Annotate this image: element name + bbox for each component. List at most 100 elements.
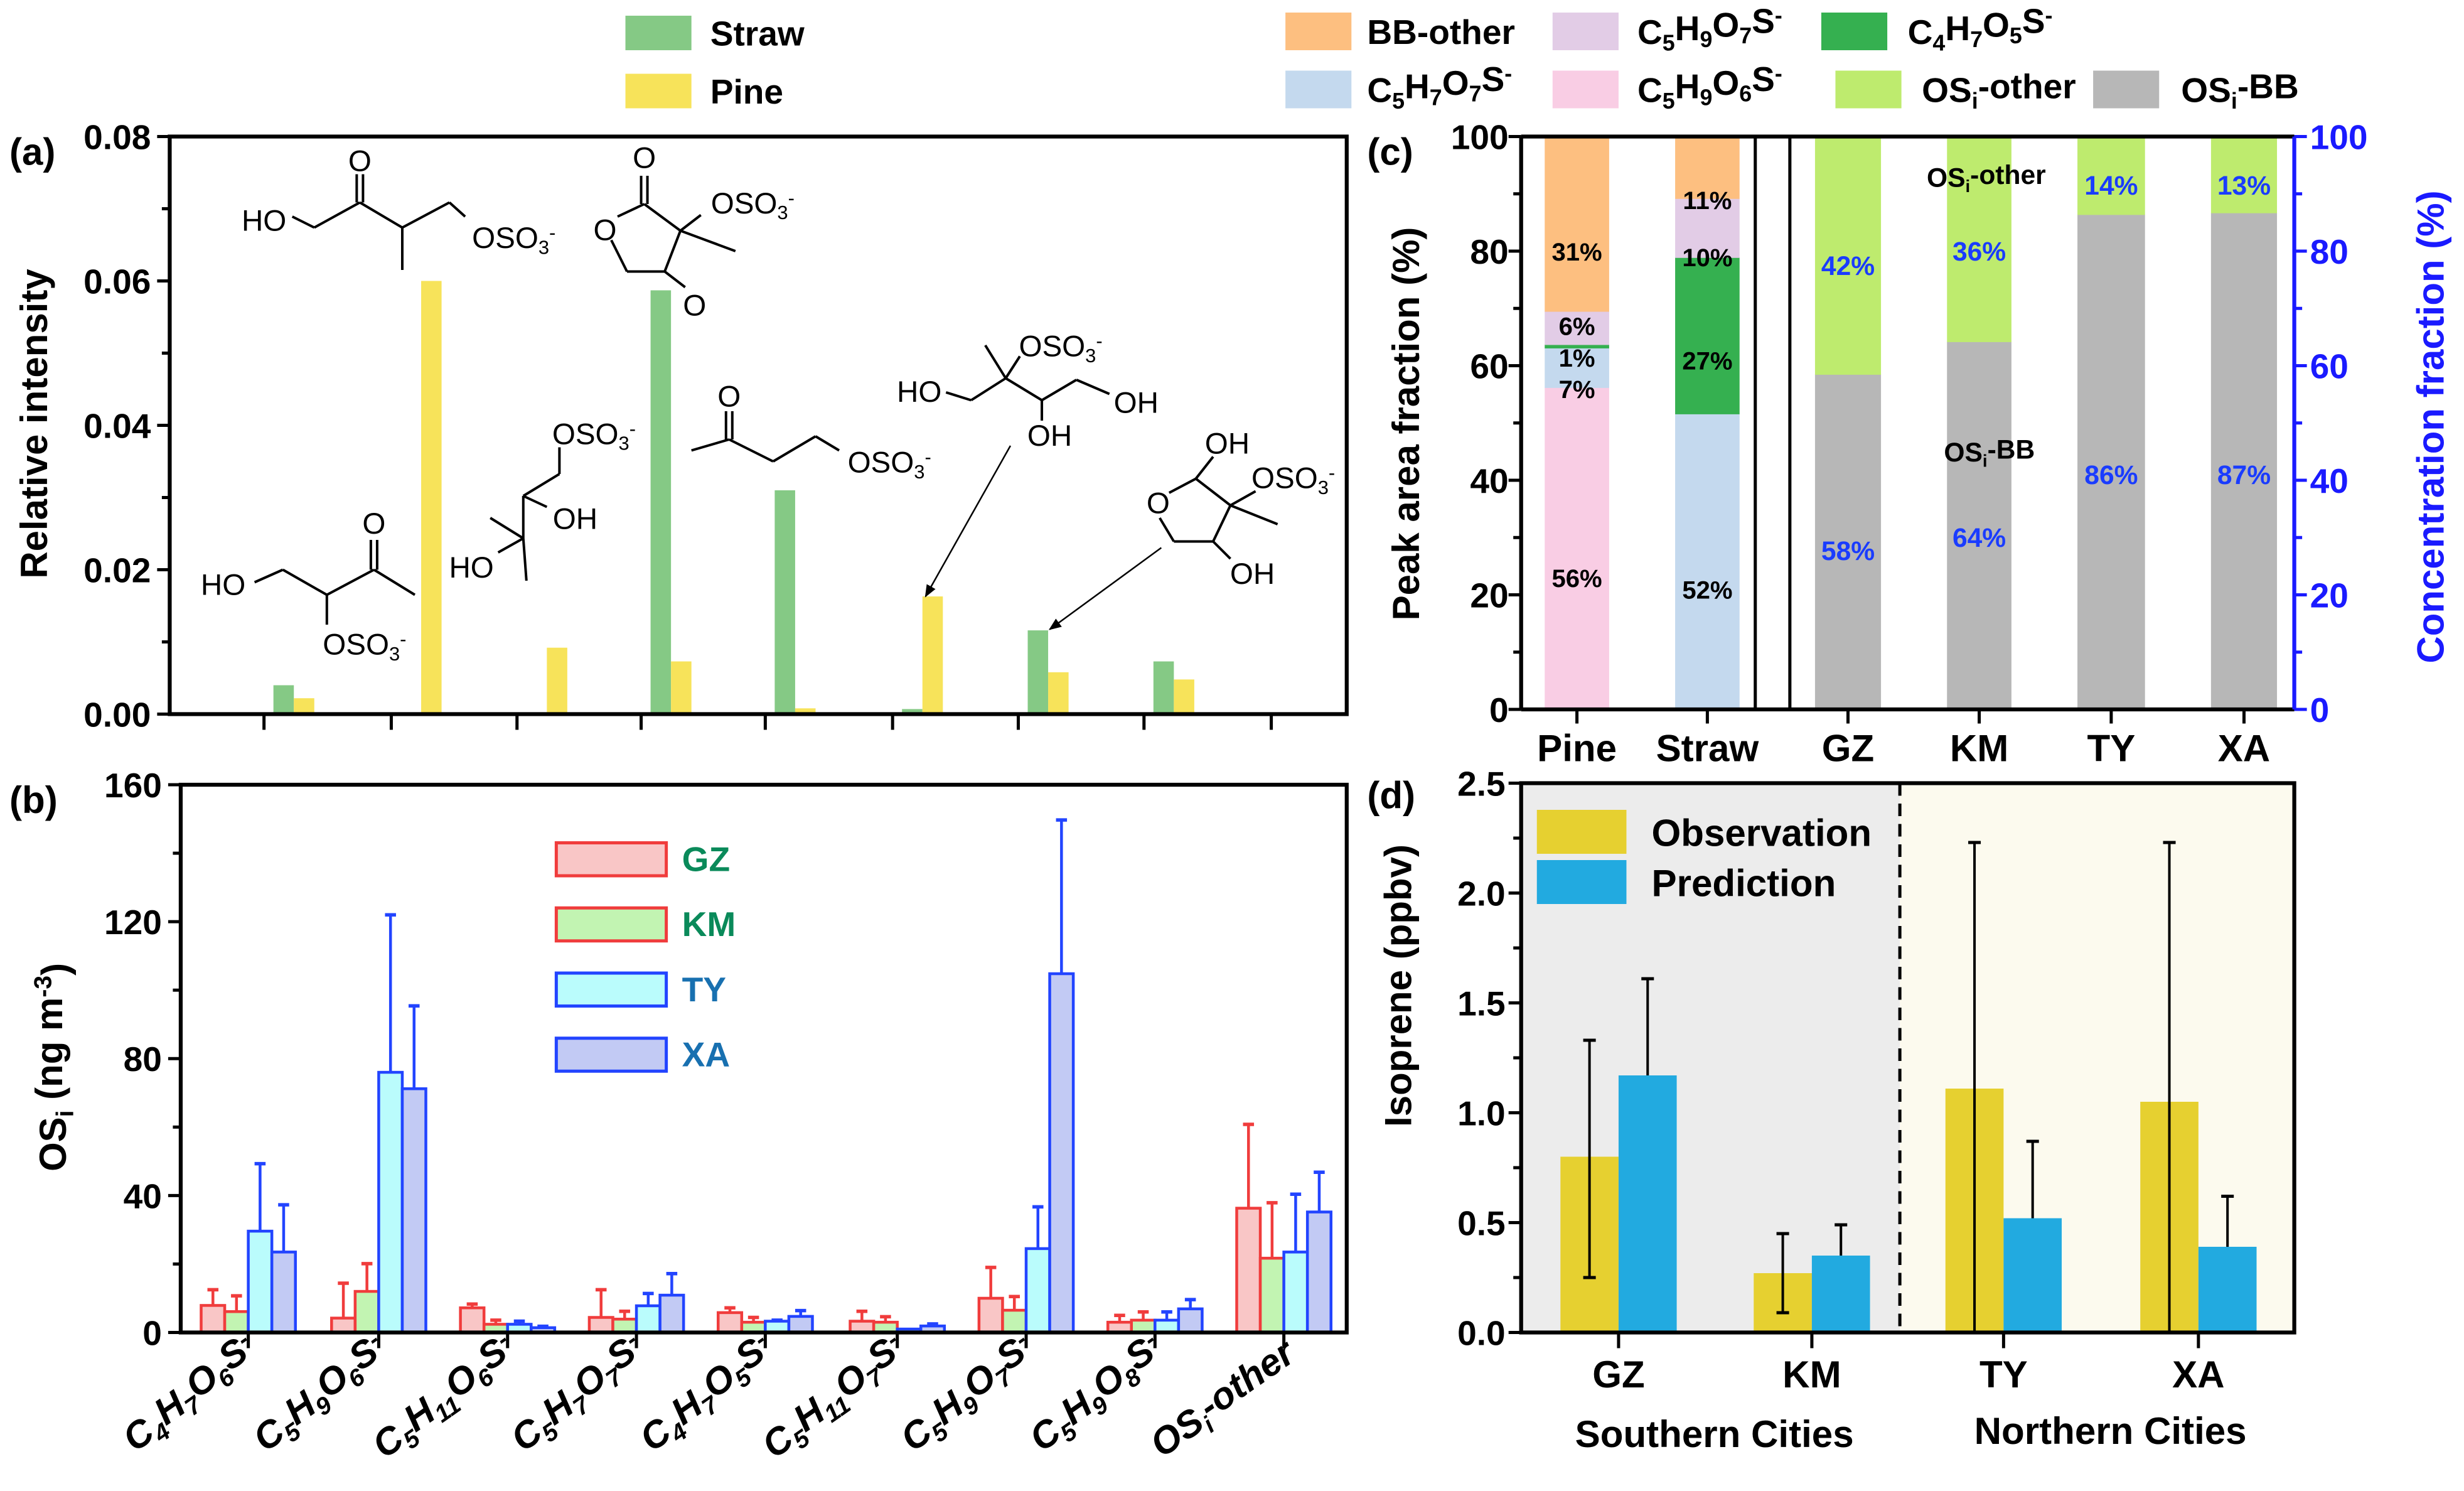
formula-text: OS [1927,163,1965,193]
structure-label: OSO3- [472,222,555,258]
bond-line [1212,505,1232,542]
bar-gz-1 [330,1316,357,1334]
ytick-label-right-c: 100 [2310,118,2368,157]
ytick-label-d: 0.5 [1457,1204,1506,1243]
xtick-label-d: TY [1979,1354,2028,1396]
stack-segment-km-0 [1947,342,2011,710]
bond-line [359,201,404,229]
bond-line [522,495,548,509]
superscript: - [629,418,636,440]
stack-segment-km-1 [1947,136,2011,342]
bar-straw-7 [1153,661,1174,714]
formula-text: O [1712,63,1739,102]
bond-line [1168,477,1197,494]
formula-text: -BB [2237,67,2299,106]
bond-line [984,344,1007,379]
y-axis-title-c: Peak area fraction (%) [1385,227,1427,621]
bond-line [291,215,315,229]
percent-label: 64% [1952,523,2006,553]
structure-label: OH [1114,387,1159,420]
bar-xa-1 [400,1087,427,1334]
chemical-structure-2: HO O OSO3- [201,507,416,665]
structure-label: O [362,507,385,541]
ytick-label-b: 120 [104,903,162,942]
plot-frame-a [168,134,1349,716]
ytick-label-c: 60 [1470,347,1508,386]
percent-label: 86% [2084,460,2138,490]
formula-text: S [1481,60,1504,99]
structure-label: HO [897,375,941,409]
subscript: 3 [777,202,788,223]
percent-label: 11% [1683,187,1732,215]
annotation-osi-other: OSi-other [1927,160,2046,196]
subscript: 5 [1663,89,1675,114]
xtick-label-b: C5H11O7S- [747,1325,920,1470]
subscript: 3 [389,643,400,665]
legend-swatch-2 [1821,13,1888,50]
structure-label: HO [449,551,493,584]
panel-label-b: (b) [9,779,58,821]
percent-label: 56% [1552,565,1602,593]
formula-text: HO [449,551,493,584]
bar-xa-3 [658,1293,685,1334]
stack-segment-ty-0 [2077,214,2145,710]
chemical-structure-4: O OSO3- [691,380,931,483]
superscript: - [1775,3,1782,28]
bond-line [1041,379,1078,402]
bond-line [691,438,730,452]
structure-label: HO [201,569,245,602]
subscript: 9 [1700,27,1712,52]
formula-text: -other [1970,160,2046,190]
stack-segment-xa-1 [2210,136,2278,213]
stack-segment-xa-0 [2210,212,2278,710]
percent-label: 27% [1682,347,1732,375]
subscript: 7 [1469,82,1482,107]
stack-segment-pine-2 [1545,344,1609,348]
formula-text: OSO [711,187,778,220]
bar-prediction-km [1811,1256,1870,1333]
ytick-label-b: 40 [124,1176,162,1215]
ytick-label-c: 100 [1451,118,1509,157]
bond-line [815,435,840,452]
formula-text: O [717,380,741,414]
structure-label: OH [1027,419,1072,453]
legend-swatch-prediction [1536,860,1627,904]
bond-line [1159,517,1176,542]
stack-segment-pine-0 [1545,387,1609,710]
legend-label-c-5: OSi-other [1922,67,2076,114]
formula-text: OSO [1019,330,1085,363]
percent-label: 36% [1952,237,2006,267]
stack-segment-pine-3 [1545,311,1609,345]
bar-straw-4 [774,490,795,714]
subscript: 9 [1700,85,1712,110]
stack-segment-straw-3 [1675,136,1740,199]
xtick-label-b: C4H7O6S- [109,1325,272,1463]
superscript: - [400,628,406,650]
formula-text: H [1405,67,1430,106]
xtick-label-c: Pine [1537,728,1617,770]
ytick-label-right-c: 80 [2310,232,2349,271]
ytick-label-a: 0.04 [83,407,151,446]
group-label-southern: Southern Cities [1575,1413,1854,1455]
bar-xa-0 [270,1251,297,1334]
structure-label: OSO3- [711,187,795,223]
legend-label-xa: XA [682,1035,731,1074]
bar-xa-4 [787,1315,814,1334]
formula-text: OH [1027,419,1072,453]
formula-text: OS [32,1117,74,1171]
bar-gz-4 [716,1311,744,1334]
formula-text: BB-other [1367,13,1515,51]
bond-line [617,203,645,218]
subscript: 3 [619,433,629,455]
stack-segment-pine-4 [1545,136,1609,312]
structure-label: O [348,145,372,178]
bar-km-1 [353,1289,380,1334]
bar-gz-0 [200,1304,227,1334]
formula-text: H [1675,67,1700,106]
ytick-label-b: 0 [142,1314,162,1353]
superscript: - [1775,61,1782,86]
panel-label-d: (d) [1367,775,1415,817]
bond-line [663,270,686,289]
ytick-label-c: 20 [1470,576,1508,615]
bond-line [1229,490,1256,507]
